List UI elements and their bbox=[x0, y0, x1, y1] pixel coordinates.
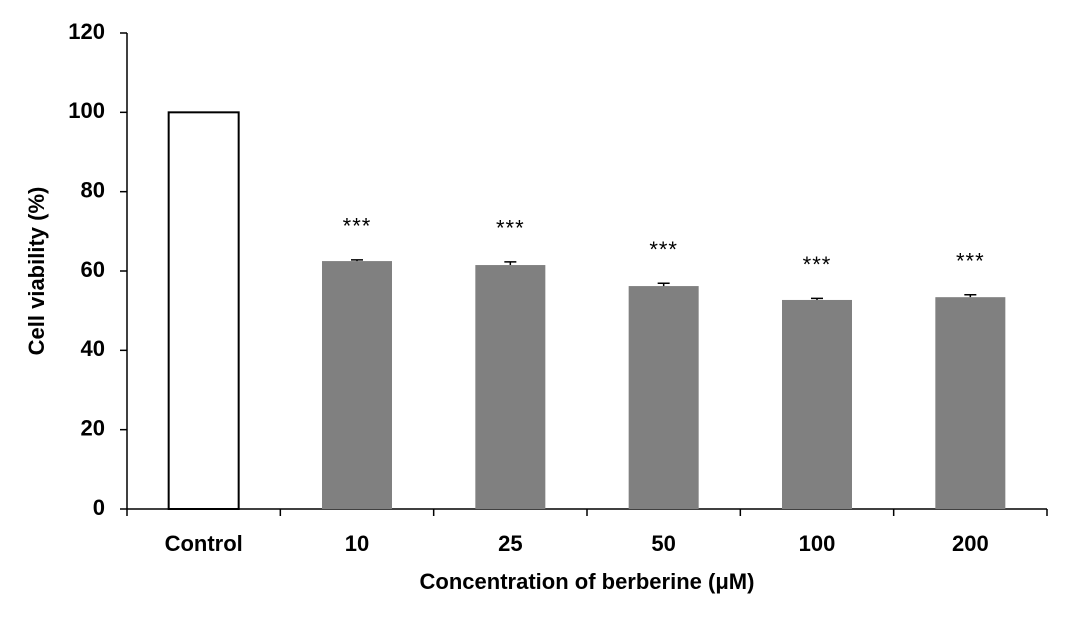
significance-label: *** bbox=[649, 237, 678, 262]
x-tick-label: 10 bbox=[345, 531, 369, 556]
bar bbox=[167, 111, 240, 510]
error-bar bbox=[811, 297, 823, 300]
error-bar bbox=[504, 261, 517, 266]
x-tick-label: 100 bbox=[799, 531, 836, 556]
bar bbox=[322, 261, 392, 509]
significance-label: *** bbox=[956, 249, 985, 274]
y-tick-label: 40 bbox=[81, 336, 105, 361]
error-bar bbox=[351, 259, 363, 262]
significance-label: *** bbox=[343, 214, 372, 239]
x-tick-label: 25 bbox=[498, 531, 522, 556]
y-tick-label: 60 bbox=[81, 257, 105, 282]
y-axis-title: Cell viability (%) bbox=[24, 187, 49, 356]
y-tick-label: 20 bbox=[81, 415, 105, 440]
error-bar bbox=[964, 294, 977, 298]
y-tick-label: 120 bbox=[68, 19, 105, 44]
y-tick-label: 0 bbox=[93, 495, 105, 520]
bar bbox=[475, 265, 546, 509]
x-tick-label: 200 bbox=[952, 531, 989, 556]
x-axis-title: Concentration of berberine (μM) bbox=[420, 569, 755, 594]
bar bbox=[628, 286, 699, 509]
significance-label: *** bbox=[496, 216, 525, 241]
y-tick-label: 100 bbox=[68, 98, 105, 123]
x-tick-label: 50 bbox=[651, 531, 675, 556]
significance-label: *** bbox=[803, 252, 832, 277]
bar bbox=[782, 299, 852, 509]
error-bar bbox=[657, 282, 670, 287]
x-tick-label: Control bbox=[165, 531, 243, 556]
bar bbox=[935, 297, 1006, 509]
y-tick-label: 80 bbox=[81, 177, 105, 202]
